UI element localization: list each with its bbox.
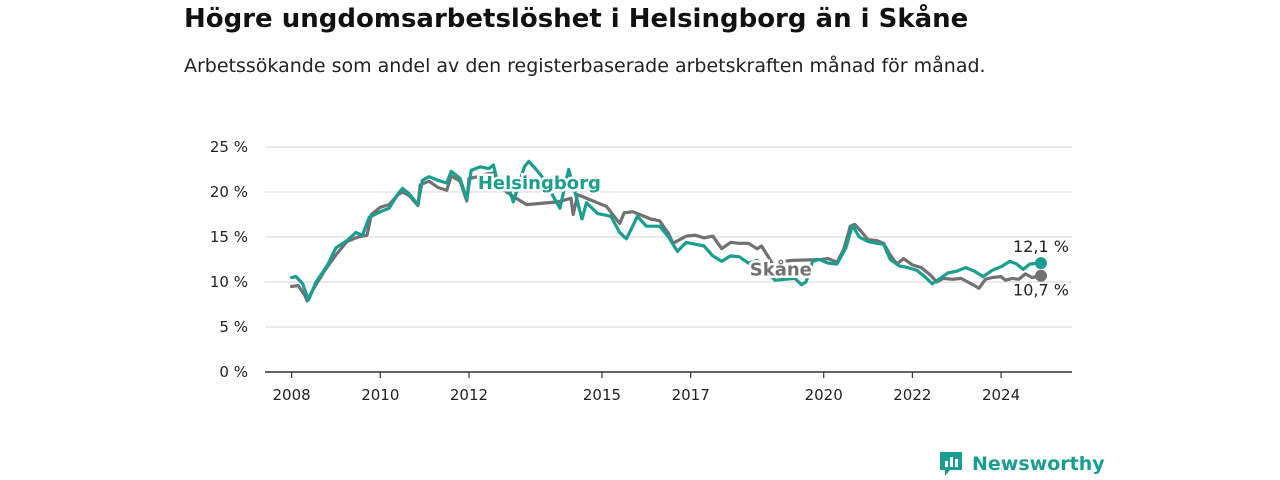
series-name-label: Helsingborg [478,173,601,194]
chart-subtitle: Arbetssökande som andel av den registerb… [184,55,986,77]
end-value-label: 10,7 % [1013,281,1069,300]
y-tick-label: 0 % [219,363,248,381]
brand-logo: Newsworthy [938,449,1105,479]
x-tick-label: 2015 [583,386,621,404]
series-endpoint-helsingborg [1034,257,1047,270]
series-lines [290,159,1047,303]
end-value-label: 12,1 % [1013,237,1069,256]
brand-name: Newsworthy [972,453,1105,475]
chart-title: Högre ungdomsarbetslöshet i Helsingborg … [184,4,969,34]
y-axis-ticks: 0 % 5 % 10 % 15 % 20 % 25 % [210,138,248,381]
y-tick-label: 15 % [210,228,248,246]
y-tick-label: 25 % [210,138,248,156]
series-labels: Helsingborg Skåne 12,1 % 10,7 % [475,171,1069,300]
series-endpoint-skåne [1034,269,1047,282]
y-tick-label: 10 % [210,273,248,291]
x-tick-label: 2008 [273,386,311,404]
y-tick-label: 5 % [219,318,248,336]
line-chart: 0 %5 %10 %15 %20 %25 % 2008 2010 2012 2015 2… [210,138,1072,404]
x-tick-label: 2020 [805,386,843,404]
x-axis: 2008 2010 2012 2015 2017 2020 2022 2024 [265,371,1072,404]
x-tick-label: 2024 [982,386,1020,404]
x-tick-label: 2010 [361,386,399,404]
x-tick-label: 2022 [893,386,931,404]
x-tick-label: 2017 [672,386,710,404]
newsworthy-logo-icon [940,452,962,476]
series-name-label: Skåne [750,259,812,281]
x-tick-label: 2012 [450,386,488,404]
series-line-helsingborg [290,159,1043,302]
y-tick-label: 20 % [210,183,248,201]
